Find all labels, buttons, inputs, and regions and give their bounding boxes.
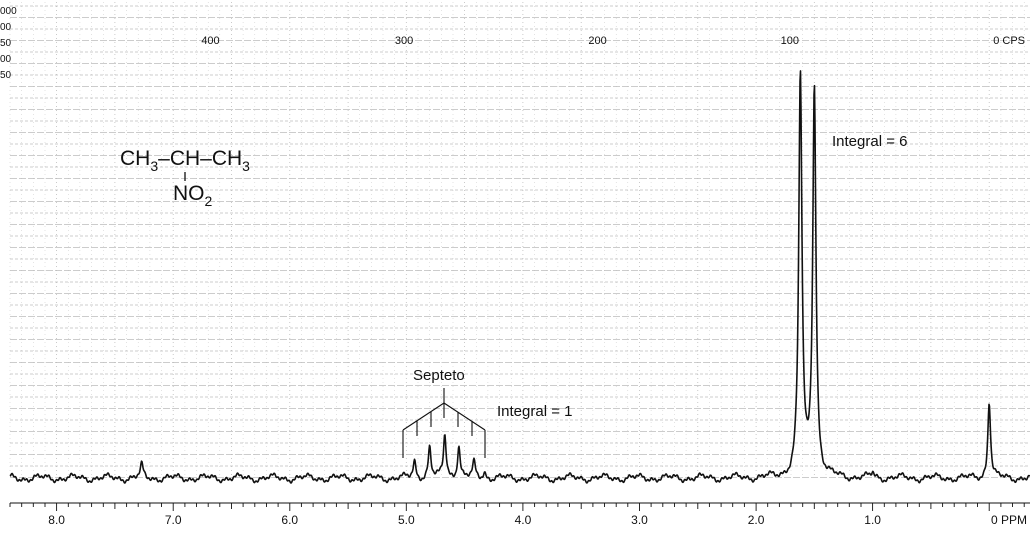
left-scale-label: 50 [0, 38, 12, 49]
left-scale-label: 00 [0, 54, 12, 65]
ppm-axis: 8.0 7.0 6.0 5.0 4.0 3.0 2.0 1.0 0 PPM [9, 502, 1030, 527]
peak-point-0 [799, 75, 801, 77]
formula-subscript-2: 2 [205, 193, 213, 209]
tree-right-branch [443, 402, 486, 431]
peak-point-1 [813, 87, 815, 89]
cps-tick-label: 0 CPS [993, 35, 1025, 47]
ppm-tick-label: 6.0 [281, 513, 298, 527]
formula-no-text: NO [173, 182, 205, 205]
septet-label: Septeto [413, 367, 465, 384]
peak-point-6 [473, 462, 475, 464]
ppm-tick-label: 0 PPM [991, 513, 1027, 527]
peak-point-5 [458, 444, 460, 446]
ppm-tick-label: 2.0 [748, 513, 765, 527]
peak-point-10 [871, 472, 873, 474]
left-scale-label: 00 [0, 22, 12, 33]
chart-grid [9, 2, 1030, 478]
formula-line-1: CH3–CH–CH3 [120, 147, 250, 174]
tree-left-branch [402, 402, 445, 431]
peak-point-3 [429, 446, 431, 448]
formula-line-2: NO2 [173, 182, 213, 209]
ppm-tick-label: 8.0 [48, 513, 65, 527]
cps-tick-label: 300 [395, 35, 413, 47]
integral-1-label: Integral = 1 [497, 403, 572, 420]
ppm-tick-label: 1.0 [864, 513, 881, 527]
ppm-tick-label: 4.0 [515, 513, 532, 527]
formula-subscript-3: 3 [150, 158, 158, 174]
peak-point-8 [141, 465, 143, 467]
formula-ch-text: CH [120, 147, 150, 170]
integral-6-label: Integral = 6 [832, 133, 907, 150]
peak-point-2 [413, 460, 415, 462]
septet-splitting-tree [402, 388, 486, 458]
cps-axis: 400 300 200 100 0 CPS [201, 35, 1025, 47]
peak-point-4 [444, 434, 446, 436]
left-scale-label: 000 [0, 6, 17, 17]
cps-tick-label: 200 [588, 35, 606, 47]
formula-ch-ch-text: –CH–CH [158, 147, 242, 170]
cps-tick-label: 400 [201, 35, 219, 47]
ppm-tick-label: 3.0 [631, 513, 648, 527]
formula-subscript-3b: 3 [242, 158, 250, 174]
spectrum-trace [9, 70, 1030, 484]
left-scale-label: 50 [0, 70, 12, 81]
ppm-tick-label: 7.0 [165, 513, 182, 527]
peak-point-9 [988, 399, 990, 401]
cps-tick-label: 100 [781, 35, 799, 47]
ppm-tick-label: 5.0 [398, 513, 415, 527]
peak-point-7 [483, 471, 485, 473]
